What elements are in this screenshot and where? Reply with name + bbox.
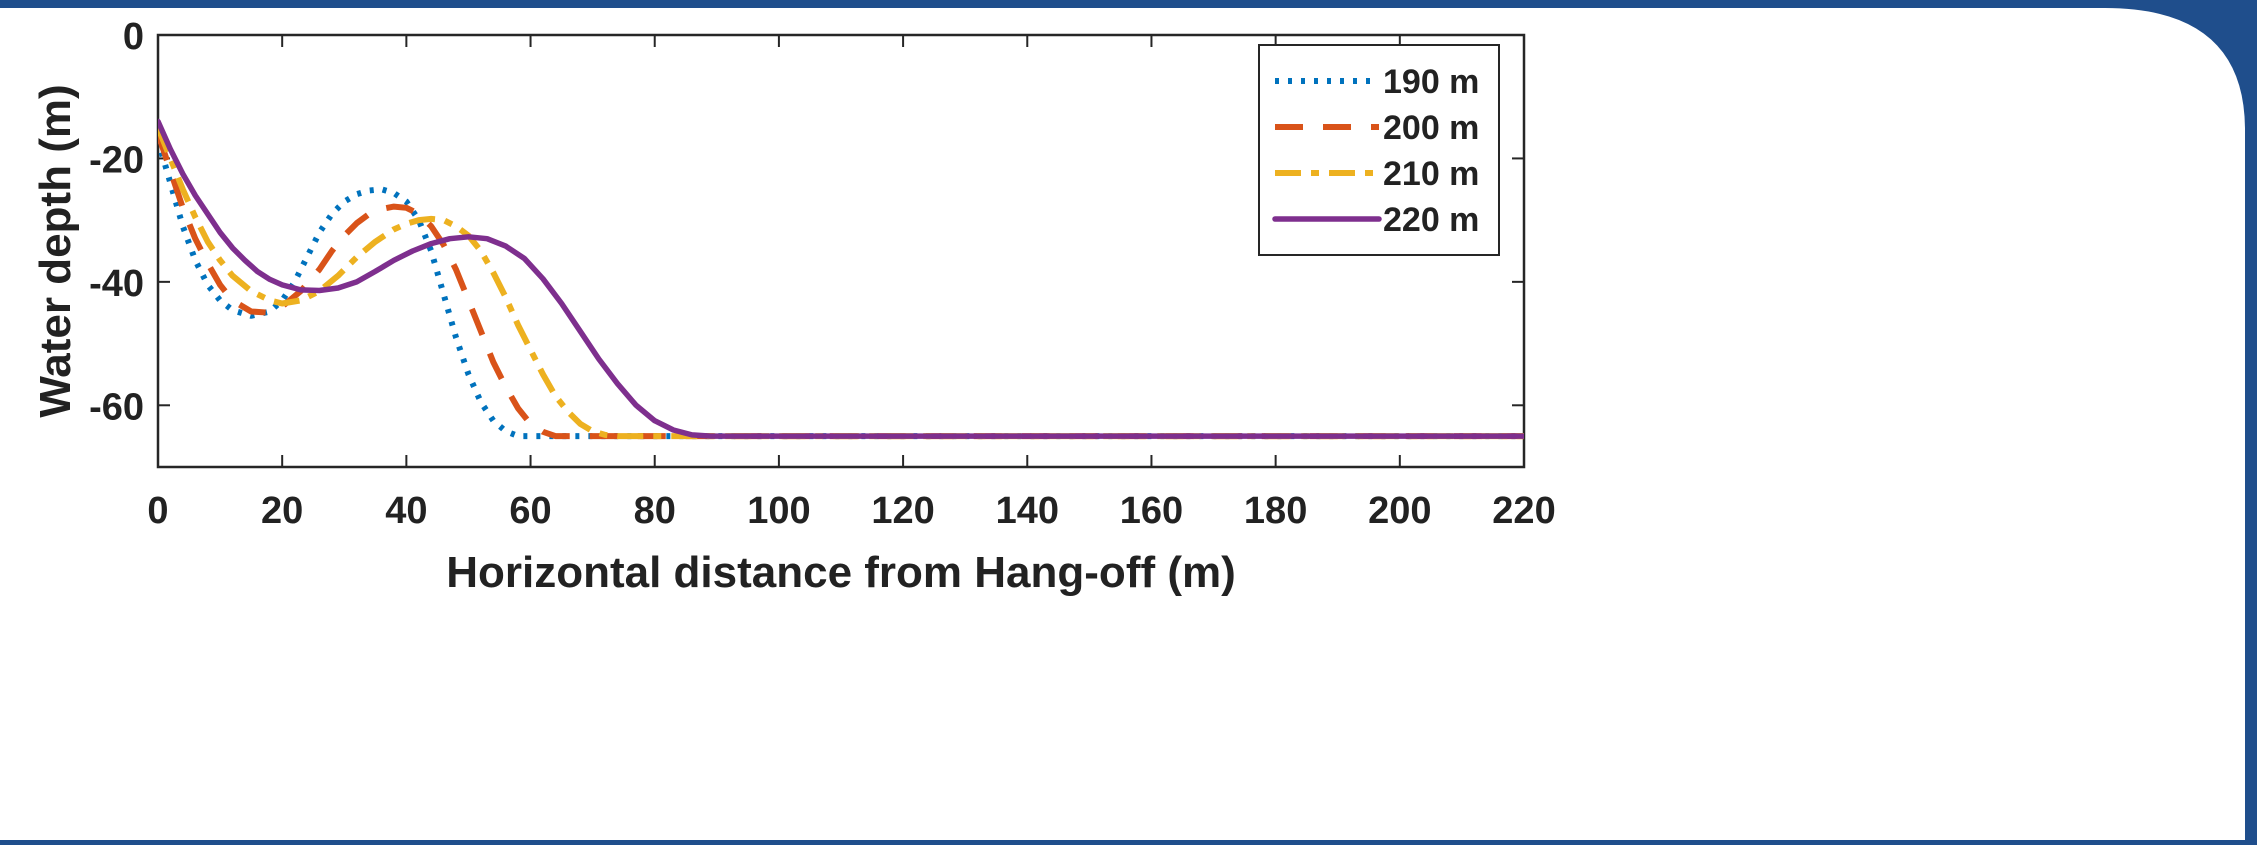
x-tick-label: 20 xyxy=(261,490,303,532)
x-tick-label: 100 xyxy=(747,490,810,532)
y-axis-label: Water depth (m) xyxy=(31,84,80,417)
x-axis-label: Horizontal distance from Hang-off (m) xyxy=(446,548,1236,597)
axis-ticks xyxy=(157,34,1525,467)
legend: 190 m 200 m 210 m 220 m xyxy=(1258,44,1500,256)
x-tick-label: 0 xyxy=(147,490,168,532)
x-tick-label: 80 xyxy=(634,490,676,532)
x-tick-labels: 0 20 40 60 80 100 120 140 160 180 200 220 xyxy=(147,490,1555,532)
legend-label: 220 m xyxy=(1383,201,1479,239)
legend-label: 210 m xyxy=(1383,155,1479,193)
x-tick-label: 140 xyxy=(996,490,1059,532)
series-line-210-m xyxy=(158,126,1524,440)
legend-label: 200 m xyxy=(1383,109,1479,147)
x-tick-label: 120 xyxy=(871,490,934,532)
y-tick-labels: 0 -20 -40 -60 xyxy=(89,16,144,428)
x-tick-label: 220 xyxy=(1492,490,1555,532)
x-tick-label: 40 xyxy=(385,490,427,532)
y-tick-label: -40 xyxy=(89,263,144,305)
y-tick-label: -60 xyxy=(89,386,144,428)
x-tick-label: 60 xyxy=(509,490,551,532)
series-lines xyxy=(158,118,1524,440)
x-tick-label: 160 xyxy=(1120,490,1183,532)
y-tick-label: -20 xyxy=(89,139,144,181)
x-tick-label: 200 xyxy=(1368,490,1431,532)
legend-label: 190 m xyxy=(1383,63,1479,101)
plot-area: 0 20 40 60 80 100 120 140 160 180 200 220 0 -20 -40 -6… xyxy=(31,16,1556,597)
series-line-220-m xyxy=(158,118,1524,439)
y-tick-label: 0 xyxy=(123,16,144,58)
x-tick-label: 180 xyxy=(1244,490,1307,532)
series-line-200-m xyxy=(158,132,1524,440)
